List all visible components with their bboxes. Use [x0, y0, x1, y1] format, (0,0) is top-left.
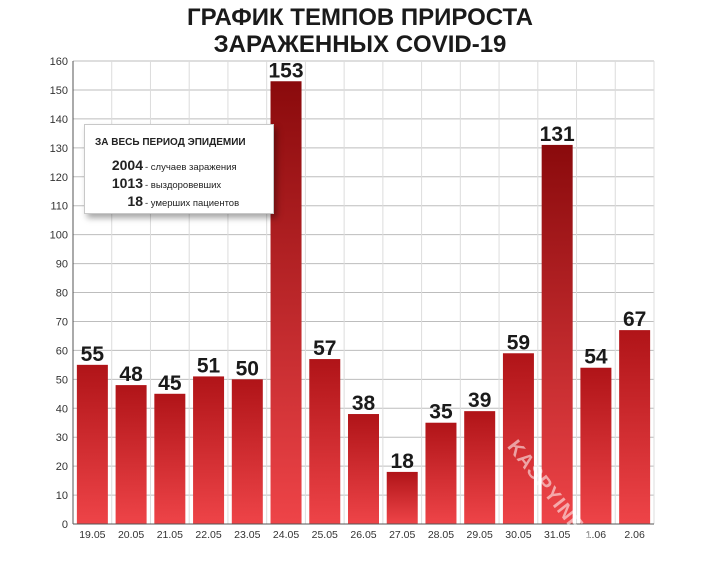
data-label: 18	[391, 450, 415, 473]
x-tick-label: 2.06	[624, 529, 645, 540]
data-labels: 55 48 45 51 50 153 57 38 18 35 39 59 131 54 67	[81, 59, 647, 473]
x-tick-label: 21.05	[157, 529, 183, 540]
y-tick-label: 130	[50, 143, 68, 155]
data-label: 54	[584, 346, 608, 369]
bars	[76, 81, 651, 524]
bar-26.05	[348, 414, 379, 524]
info-box-title: ЗА ВЕСЬ ПЕРИОД ЭПИДЕМИИ	[95, 137, 246, 148]
info-text-recovered: - выздоровевших	[145, 180, 222, 191]
data-label: 51	[197, 354, 221, 377]
x-tick-label: 26.05	[350, 529, 376, 540]
x-tick-label: 31.05	[544, 529, 570, 540]
y-tick-label: 10	[56, 490, 68, 502]
data-label: 55	[81, 343, 105, 366]
data-label: 48	[119, 363, 143, 386]
bar-20.05	[115, 385, 147, 524]
info-text-deaths: - умерших пациентов	[145, 198, 240, 209]
data-label: 131	[540, 123, 575, 146]
bar-30.05	[502, 353, 534, 524]
data-label: 39	[468, 389, 491, 412]
bar-24.05	[270, 81, 302, 524]
y-tick-label: 20	[56, 461, 68, 473]
info-row-cases: 2004- случаев заражения	[91, 157, 237, 173]
x-tick-label: 1.06	[586, 529, 607, 540]
x-axis-ticks: 19.05 20.05 21.05 22.05 23.05 24.05 25.05 26.05…	[79, 529, 645, 540]
bar-21.05	[154, 393, 186, 524]
y-tick-label: 30	[56, 432, 68, 444]
info-number-deaths: 18	[127, 193, 143, 209]
x-tick-label: 30.05	[505, 529, 531, 540]
x-tick-label: 25.05	[312, 529, 338, 540]
data-label: 50	[236, 357, 259, 380]
y-tick-label: 100	[50, 230, 68, 242]
info-row-recovered: 1013- выздоровевших	[91, 175, 221, 191]
bar-19.05	[76, 364, 108, 524]
x-tick-label: 27.05	[389, 529, 415, 540]
bar-25.05	[309, 359, 341, 524]
bar-27.05	[386, 471, 418, 524]
y-tick-label: 80	[56, 288, 68, 300]
chart-title-line1: ГРАФИК ТЕМПОВ ПРИРОСТА	[187, 4, 533, 31]
bar-1.06	[580, 367, 612, 524]
data-label: 67	[623, 308, 646, 331]
bar-2.06	[619, 330, 651, 524]
data-label: 38	[352, 392, 376, 415]
x-tick-label: 29.05	[467, 529, 493, 540]
chart-title-line2: ЗАРАЖЕННЫХ COVID-19	[213, 31, 507, 58]
y-tick-label: 120	[50, 172, 68, 184]
x-tick-label: 22.05	[195, 529, 221, 540]
x-tick-label: 19.05	[79, 529, 105, 540]
y-axis-ticks: 0 10 20 30 40 50 60 70 80 90 100 110 120 130 140 150 160	[50, 56, 68, 531]
data-label: 45	[158, 372, 182, 395]
chart-title: ГРАФИК ТЕМПОВ ПРИРОСТА ЗАРАЖЕННЫХ COVID-…	[0, 4, 720, 58]
bar-23.05	[231, 379, 263, 524]
axes	[72, 61, 654, 525]
info-box: ЗА ВЕСЬ ПЕРИОД ЭПИДЕМИИ 2004- случаев за…	[84, 124, 274, 214]
x-tick-label: 20.05	[118, 529, 144, 540]
bar-31.05	[541, 144, 573, 524]
y-tick-label: 150	[50, 85, 68, 97]
data-label: 153	[269, 59, 304, 82]
data-label: 35	[429, 401, 453, 424]
x-tick-label: 28.05	[428, 529, 454, 540]
bar-29.05	[464, 411, 496, 524]
x-tick-label: 24.05	[273, 529, 299, 540]
y-tick-label: 90	[56, 259, 68, 271]
bar-22.05	[193, 376, 225, 524]
data-label: 59	[507, 331, 530, 354]
bar-chart: 0 10 20 30 40 50 60 70 80 90 100 110 120 130 140 150 160…	[50, 56, 655, 540]
y-tick-label: 110	[50, 201, 68, 213]
y-tick-label: 40	[56, 403, 68, 415]
data-label: 57	[313, 337, 336, 360]
info-text-cases: - случаев заражения	[145, 162, 237, 173]
y-tick-label: 60	[56, 345, 68, 357]
bar-28.05	[425, 422, 457, 524]
y-tick-label: 50	[56, 374, 68, 386]
y-tick-label: 160	[50, 56, 68, 68]
y-tick-label: 140	[50, 114, 68, 126]
info-number-recovered: 1013	[111, 175, 143, 191]
info-row-deaths: 18- умерших пациентов	[91, 193, 239, 209]
x-tick-label: 23.05	[234, 529, 260, 540]
y-tick-label: 70	[56, 316, 68, 328]
info-number-cases: 2004	[111, 157, 143, 173]
y-tick-label: 0	[62, 519, 68, 531]
